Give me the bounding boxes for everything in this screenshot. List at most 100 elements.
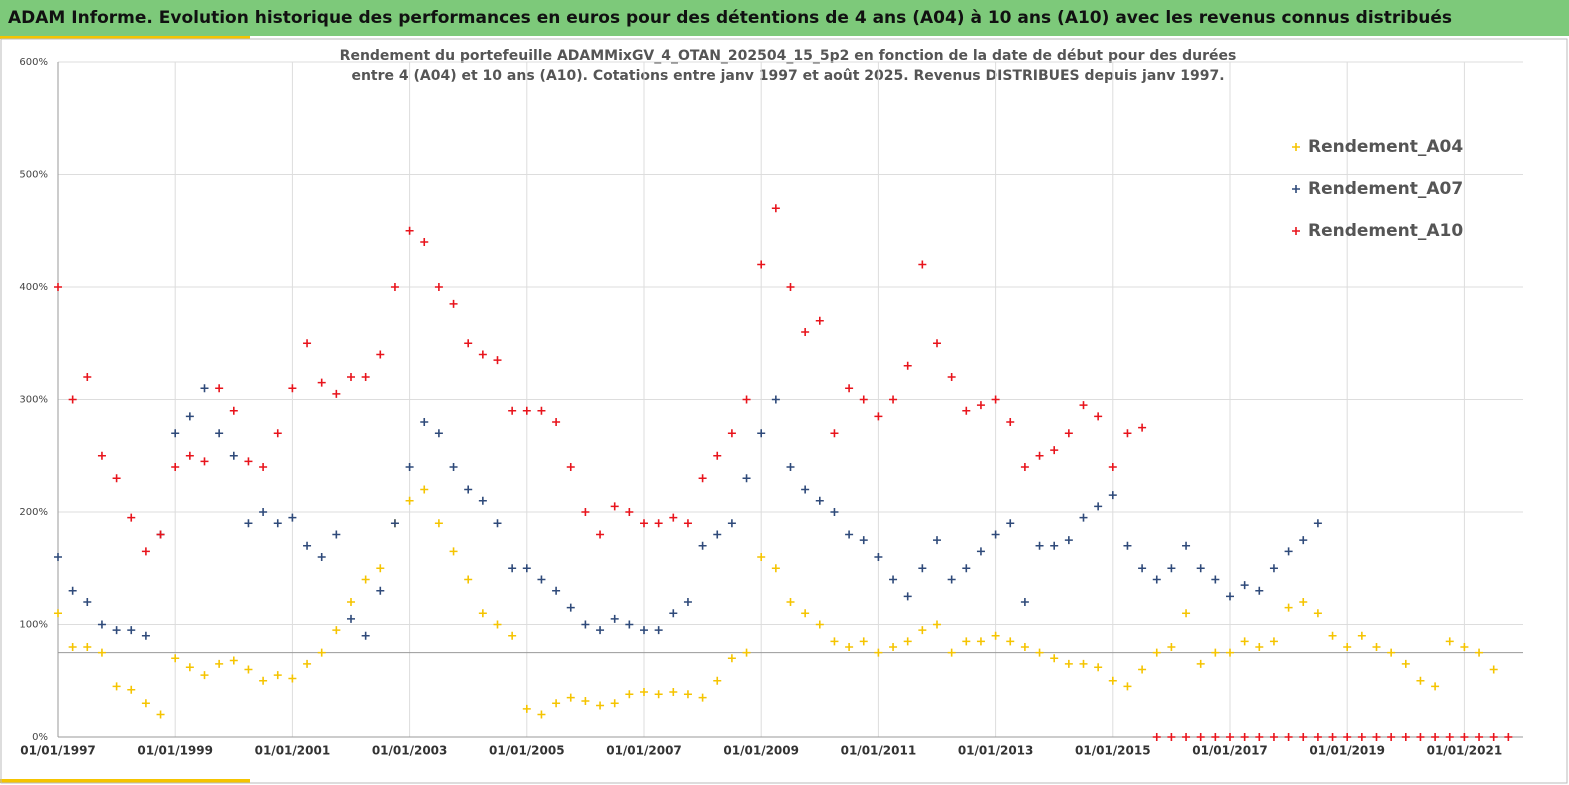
point (683, 519, 692, 528)
point (537, 710, 546, 719)
point (918, 626, 927, 635)
point (1431, 733, 1440, 741)
point (713, 530, 722, 539)
point (112, 474, 121, 483)
point (654, 519, 663, 528)
point (1050, 446, 1059, 455)
point (434, 429, 443, 438)
point (83, 373, 92, 381)
x-tick-label: 01/01/2017 (1192, 744, 1268, 758)
point (244, 665, 253, 674)
point (1050, 541, 1059, 550)
point (127, 685, 136, 694)
point (185, 663, 194, 672)
point (1167, 733, 1176, 741)
point (757, 553, 766, 561)
point (288, 674, 297, 683)
point (596, 701, 605, 710)
point (332, 530, 341, 539)
point (962, 564, 971, 573)
point (1240, 637, 1249, 646)
point (68, 586, 77, 595)
point (141, 699, 150, 708)
point (1416, 676, 1425, 685)
x-tick-label: 01/01/2007 (606, 744, 682, 758)
point (347, 598, 355, 606)
point (317, 648, 326, 657)
point (493, 519, 502, 528)
point (1064, 429, 1073, 438)
point (552, 699, 561, 708)
point (1020, 643, 1029, 651)
point (1328, 733, 1337, 741)
point (830, 508, 839, 516)
point (1226, 733, 1234, 741)
point (1138, 564, 1147, 573)
point (449, 299, 458, 308)
point (801, 485, 810, 494)
point (288, 384, 297, 393)
point (1211, 733, 1220, 741)
point (259, 508, 268, 516)
point (1182, 733, 1191, 741)
point (918, 260, 927, 269)
point (1006, 519, 1015, 528)
point (566, 463, 575, 471)
point (1387, 733, 1396, 741)
point (1167, 564, 1176, 573)
point (171, 429, 180, 438)
point (1196, 564, 1205, 573)
point (464, 575, 473, 584)
point (1343, 643, 1352, 651)
point (1123, 682, 1132, 691)
point (508, 406, 517, 415)
point (1182, 609, 1191, 618)
point (347, 614, 355, 623)
point (97, 648, 106, 657)
point (1460, 733, 1469, 741)
point (1269, 733, 1278, 741)
point (874, 648, 883, 657)
point (1431, 682, 1440, 691)
point (669, 688, 678, 696)
point (552, 418, 561, 426)
point (1357, 733, 1366, 741)
point (1108, 463, 1117, 471)
point (200, 671, 209, 680)
y-tick-label: 500% (19, 170, 48, 181)
point (273, 671, 282, 680)
point (976, 547, 985, 556)
point (1152, 733, 1161, 741)
point (947, 575, 956, 584)
point (1035, 541, 1044, 550)
point (273, 519, 282, 528)
point (1475, 733, 1484, 741)
point (874, 553, 883, 561)
point (727, 519, 736, 528)
point (889, 643, 898, 651)
point (97, 620, 106, 629)
point (1240, 733, 1249, 741)
point (200, 384, 209, 393)
point (786, 598, 795, 606)
point (1196, 733, 1205, 741)
x-tick-label: 01/01/2009 (723, 744, 799, 758)
point (625, 620, 634, 629)
legend-label: Rendement_A07 (1308, 179, 1463, 199)
point (976, 401, 985, 410)
point (464, 339, 473, 348)
point (1079, 513, 1088, 522)
decor (0, 779, 250, 783)
point (244, 457, 253, 466)
point (625, 508, 634, 516)
point (332, 626, 341, 635)
point (376, 350, 385, 359)
point (127, 626, 136, 635)
point (1313, 733, 1322, 741)
point (1211, 648, 1220, 657)
point (376, 564, 385, 573)
point (1123, 429, 1132, 438)
y-tick-label: 100% (19, 620, 48, 631)
